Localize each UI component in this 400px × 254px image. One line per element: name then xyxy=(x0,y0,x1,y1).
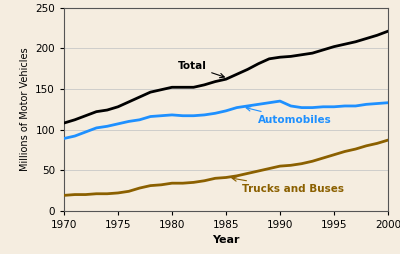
Y-axis label: Millions of Motor Vehicles: Millions of Motor Vehicles xyxy=(20,47,30,171)
Text: Total: Total xyxy=(178,61,224,78)
Text: Trucks and Buses: Trucks and Buses xyxy=(232,177,344,194)
X-axis label: Year: Year xyxy=(212,235,240,245)
Text: Automobiles: Automobiles xyxy=(246,107,332,125)
